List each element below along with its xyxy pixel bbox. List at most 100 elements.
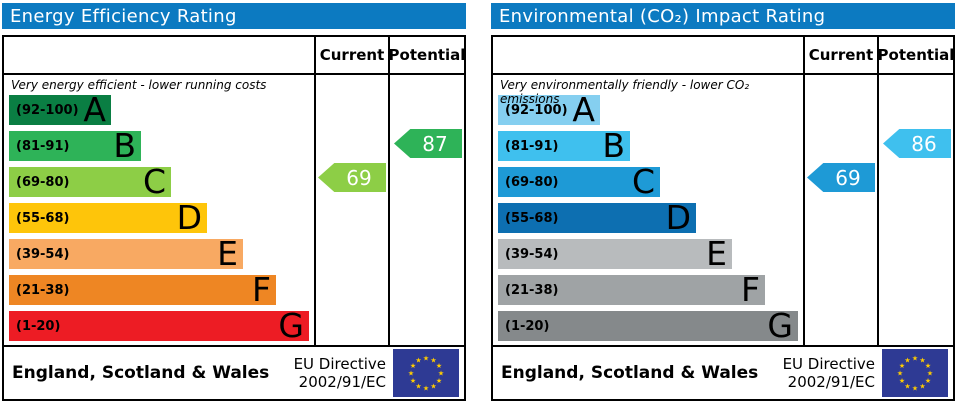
region-label: England, Scotland & Wales — [501, 363, 759, 383]
current-rating-arrow: 69 — [807, 163, 875, 192]
band-bar: (69-80) C — [498, 162, 660, 201]
band-letter: E — [217, 234, 238, 273]
rating-table: Current Potential Very environmentally f… — [491, 35, 955, 401]
header-blank-cell — [4, 37, 314, 75]
top-note: Very energy efficient - lower running co… — [11, 78, 267, 92]
band-letter: F — [252, 270, 271, 309]
eu-flag-icon: ★ ★ ★ ★ ★ ★ ★ ★ ★ ★ ★ ★ — [882, 349, 948, 397]
band-letter: C — [631, 162, 655, 201]
band-range-label: (21-38) — [16, 282, 70, 298]
band-letter: E — [706, 234, 727, 273]
band-range-label: (69-80) — [16, 174, 70, 190]
current-rating-column: 69 — [803, 75, 877, 345]
svg-text:★: ★ — [899, 362, 905, 370]
eu-flag-stars: ★ ★ ★ ★ ★ ★ ★ ★ ★ ★ ★ ★ — [408, 355, 444, 393]
bands-area: Very environmentally friendly - lower CO… — [493, 75, 803, 345]
svg-text:★: ★ — [423, 355, 429, 363]
top-note: Very environmentally friendly - lower CO… — [500, 78, 750, 106]
band-row: (92-100) A — [9, 93, 309, 129]
panel-title-bar: Energy Efficiency Rating — [2, 3, 466, 29]
current-column-header: Current — [314, 37, 388, 75]
band-range-label: (81-91) — [505, 138, 559, 154]
rating-table: Current Potential Very energy efficient … — [2, 35, 466, 401]
svg-text:★: ★ — [904, 383, 910, 391]
svg-text:★: ★ — [410, 377, 416, 385]
band-bar: (39-54) E — [498, 234, 732, 273]
band-bar: (55-68) D — [498, 198, 696, 237]
svg-text:★: ★ — [927, 370, 933, 378]
band-row: (55-68) D — [498, 198, 798, 237]
band-bar: (21-38) F — [498, 270, 765, 309]
band-bar: (39-54) E — [9, 234, 243, 273]
band-row: (21-38) F — [9, 270, 309, 309]
potential-rating-arrow: 86 — [883, 129, 951, 158]
band-row: (21-38) F — [498, 270, 798, 309]
potential-rating-column: 86 — [877, 75, 953, 345]
band-bar: (92-100) A — [498, 90, 600, 129]
band-range-label: (1-20) — [16, 318, 61, 334]
panel-footer: England, Scotland & Wales EU Directive 2… — [4, 345, 464, 399]
band-row: (39-54) E — [9, 234, 309, 273]
svg-text:★: ★ — [436, 377, 442, 385]
band-range-label: (92-100) — [16, 102, 79, 118]
band-row: (1-20) G — [9, 306, 309, 345]
eu-flag-stars: ★ ★ ★ ★ ★ ★ ★ ★ ★ ★ ★ ★ — [897, 355, 933, 393]
band-letter: D — [176, 198, 202, 237]
eu-directive-label: EU Directive 2002/91/EC — [782, 355, 875, 391]
band-range-label: (1-20) — [505, 318, 550, 334]
svg-text:★: ★ — [925, 377, 931, 385]
band-bar: (81-91) B — [498, 129, 630, 162]
svg-text:★: ★ — [904, 357, 910, 365]
potential-column-header: Potential — [388, 37, 465, 75]
panel-title: Environmental (CO₂) Impact Rating — [499, 6, 826, 27]
svg-text:★: ★ — [897, 370, 903, 378]
band-bar: (81-91) B — [9, 126, 141, 165]
svg-text:★: ★ — [912, 355, 918, 363]
svg-text:★: ★ — [438, 370, 444, 378]
band-row: (55-68) D — [9, 198, 309, 237]
band-letter: C — [142, 162, 166, 201]
svg-text:★: ★ — [912, 385, 918, 393]
band-row: (39-54) E — [498, 234, 798, 273]
svg-text:★: ★ — [415, 357, 421, 365]
band-range-label: (92-100) — [505, 102, 568, 118]
band-range-label: (21-38) — [505, 282, 559, 298]
band-range-label: (81-91) — [16, 138, 70, 154]
svg-text:★: ★ — [423, 385, 429, 393]
region-label: England, Scotland & Wales — [12, 363, 270, 383]
band-letter: A — [572, 90, 595, 129]
band-bar: (69-80) C — [9, 162, 171, 201]
svg-text:★: ★ — [408, 370, 414, 378]
band-letter: F — [741, 270, 760, 309]
current-rating-value: 69 — [835, 165, 861, 190]
bands-area: Very energy efficient - lower running co… — [4, 75, 314, 345]
band-letter: B — [113, 126, 136, 165]
eu-flag-icon: ★ ★ ★ ★ ★ ★ ★ ★ ★ ★ ★ ★ — [393, 349, 459, 397]
panel-footer: England, Scotland & Wales EU Directive 2… — [493, 345, 953, 399]
band-row: (69-80) C — [9, 162, 309, 201]
svg-text:★: ★ — [415, 383, 421, 391]
band-bar: (55-68) D — [9, 198, 207, 237]
svg-text:★: ★ — [430, 357, 436, 365]
eu-directive-label: EU Directive 2002/91/EC — [293, 355, 386, 391]
potential-rating-column: 87 — [388, 75, 464, 345]
svg-text:★: ★ — [430, 383, 436, 391]
current-rating-column: 69 — [314, 75, 388, 345]
band-letter: G — [278, 306, 304, 345]
header-blank-cell — [493, 37, 803, 75]
band-letter: D — [665, 198, 691, 237]
panel-title-bar: Environmental (CO₂) Impact Rating — [491, 3, 955, 29]
svg-text:★: ★ — [925, 362, 931, 370]
environmental-impact-panel: Environmental (CO₂) Impact Rating Curren… — [491, 3, 955, 401]
svg-text:★: ★ — [410, 362, 416, 370]
band-range-label: (69-80) — [505, 174, 559, 190]
current-rating-value: 69 — [346, 165, 372, 190]
potential-rating-arrow: 87 — [394, 129, 462, 158]
band-range-label: (39-54) — [16, 246, 70, 262]
band-letter: G — [767, 306, 793, 345]
band-row: (81-91) B — [9, 126, 309, 165]
band-row: (1-20) G — [498, 306, 798, 345]
band-row: (81-91) B — [498, 129, 798, 165]
current-rating-arrow: 69 — [318, 163, 386, 192]
